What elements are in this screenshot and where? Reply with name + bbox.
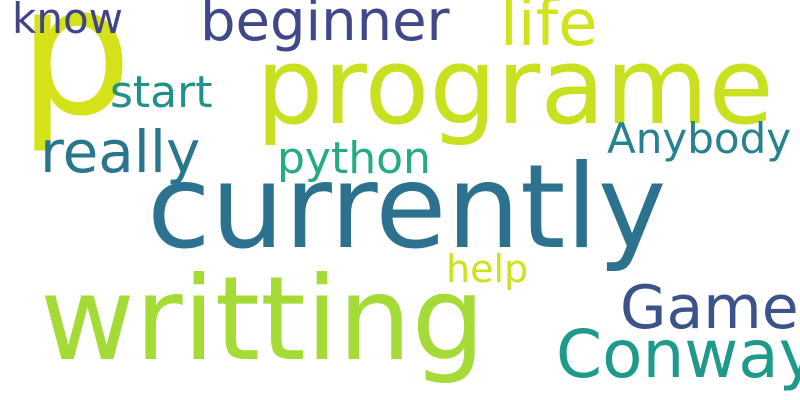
word-python: python [277,133,431,184]
word-beginner: beginner [200,0,450,54]
word-really: really [40,118,201,186]
word-anybody: Anybody [607,114,792,163]
word-programe: programe [256,25,774,148]
word-currently: currently [147,140,667,275]
word-p: p [18,0,133,156]
word-life: life [500,0,598,61]
word-start: start [110,67,213,118]
word-conway: Conway [556,316,800,393]
word-game: Game [620,273,799,343]
word-know: know [12,0,123,43]
word-help: help [446,247,529,291]
word-writting: writting [40,252,486,387]
